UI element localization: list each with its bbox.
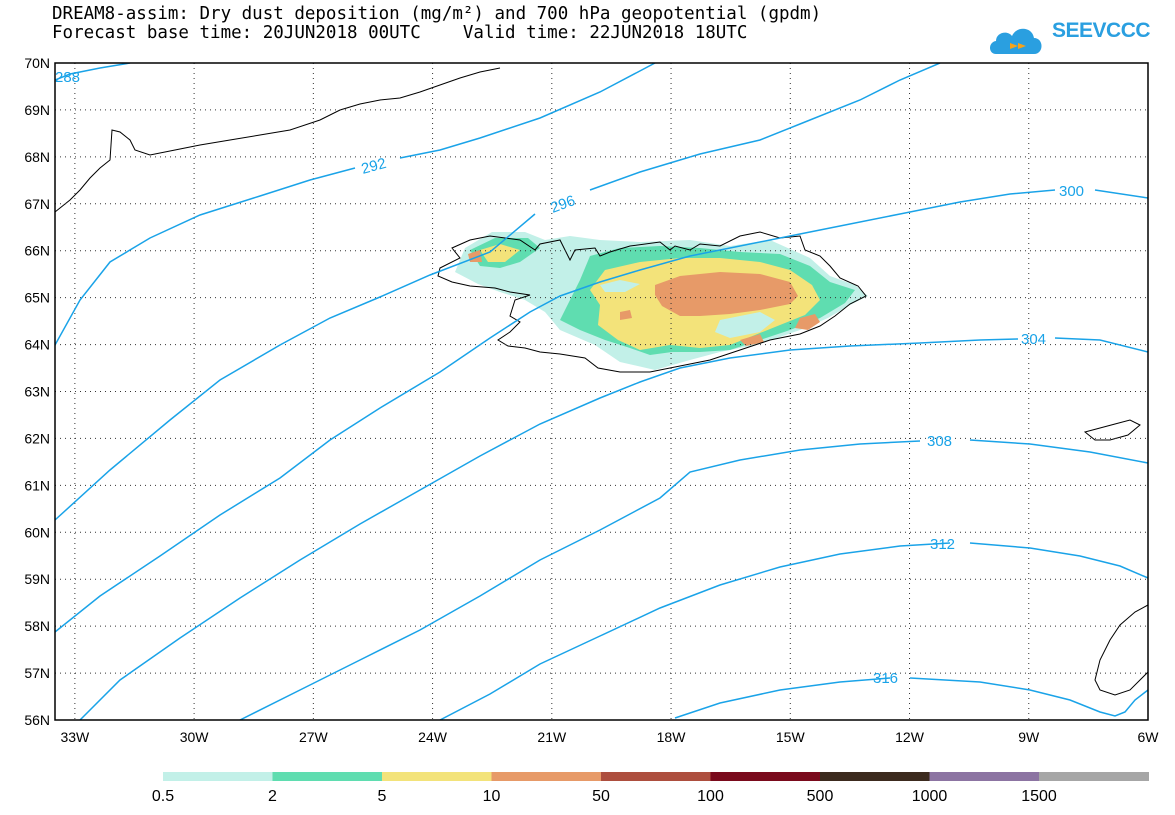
latitude-label: 70N <box>24 55 50 71</box>
latitude-labels: 70N 69N 68N 67N 66N 65N 64N 63N 62N 61N 60N 59N 58N 5… <box>24 55 50 728</box>
longitude-label: 27W <box>299 729 329 745</box>
contour-labels: 288 292 296 300 304 308 312 316 <box>55 69 1084 687</box>
colorbar-label: 1500 <box>1021 788 1057 805</box>
contour-label-292: 292 <box>359 155 388 178</box>
geopotential-contours <box>55 63 1148 720</box>
colorbar-swatch <box>272 772 383 781</box>
contour-line-296 <box>55 63 941 521</box>
latitude-label: 69N <box>24 102 50 118</box>
latitude-label: 64N <box>24 337 50 353</box>
latitude-label: 62N <box>24 430 50 446</box>
colorbar-swatch <box>1039 772 1149 781</box>
dust-deposition-field <box>455 232 868 370</box>
colorbar-label: 500 <box>807 788 834 805</box>
dust-level-10 <box>468 250 820 346</box>
contour-line-300 <box>55 189 1148 633</box>
contour-label-288: 288 <box>55 69 80 86</box>
latitude-label: 60N <box>24 524 50 540</box>
longitude-labels: 33W 30W 27W 24W 21W 18W 15W 12W 9W 6W <box>60 729 1159 745</box>
contour-label-304: 304 <box>1021 331 1046 348</box>
latitude-label: 61N <box>24 477 50 493</box>
longitude-label: 21W <box>537 729 567 745</box>
contour-label-300: 300 <box>1059 183 1084 200</box>
colorbar-label: 100 <box>697 788 724 805</box>
latitude-label: 67N <box>24 196 50 212</box>
contour-line-292 <box>55 63 656 346</box>
longitude-label: 9W <box>1018 729 1040 745</box>
colorbar-label: 2 <box>268 788 277 805</box>
colorbar-label: 50 <box>592 788 610 805</box>
cloud-icon <box>990 28 1042 54</box>
latitude-label: 68N <box>24 149 50 165</box>
longitude-label: 18W <box>657 729 687 745</box>
colorbar <box>163 772 1149 781</box>
longitude-label: 12W <box>895 729 925 745</box>
contour-label-312: 312 <box>930 536 955 553</box>
logo-text: SEEVCCC <box>1052 19 1151 42</box>
latitude-label: 57N <box>24 665 50 681</box>
colorbar-label: 10 <box>483 788 501 805</box>
colorbar-swatch <box>710 772 821 781</box>
colorbar-swatch <box>929 772 1040 781</box>
latitude-label: 58N <box>24 618 50 634</box>
dust-level-0-5-inner <box>600 280 775 338</box>
contour-line-316 <box>674 677 1148 719</box>
colorbar-swatch <box>382 772 492 781</box>
colorbar-label: 5 <box>378 788 387 805</box>
graticule <box>55 63 1148 720</box>
latitude-label: 59N <box>24 571 50 587</box>
colorbar-label: 0.5 <box>152 788 174 805</box>
contour-label-308: 308 <box>927 433 952 450</box>
map-title: DREAM8-assim: Dry dust deposition (mg/m²… <box>52 4 822 24</box>
latitude-label: 66N <box>24 243 50 259</box>
coastline <box>55 67 1148 696</box>
contour-line-304 <box>79 337 1148 720</box>
longitude-label: 6W <box>1138 729 1160 745</box>
map-subtitle: Forecast base time: 20JUN2018 00UTC Vali… <box>52 23 748 43</box>
scotland-coastline <box>1094 604 1148 696</box>
latitude-label: 65N <box>24 290 50 306</box>
contour-line-308 <box>239 439 1148 720</box>
map-frame <box>54 62 1149 721</box>
contour-line-312 <box>439 542 1148 720</box>
contour-line-288 <box>55 63 131 81</box>
colorbar-label: 1000 <box>912 788 948 805</box>
faroe-coastline <box>1083 419 1141 441</box>
colorbar-swatch <box>163 772 273 781</box>
latitude-label: 63N <box>24 384 50 400</box>
longitude-label: 30W <box>180 729 210 745</box>
longitude-label: 24W <box>418 729 448 745</box>
colorbar-swatch <box>601 772 711 781</box>
colorbar-swatch <box>491 772 602 781</box>
iceland-coastline <box>437 231 867 373</box>
longitude-label: 15W <box>776 729 806 745</box>
contour-label-296: 296 <box>548 192 577 217</box>
colorbar-swatch <box>820 772 930 781</box>
longitude-label: 33W <box>60 729 90 745</box>
latitude-label: 56N <box>24 712 50 728</box>
colorbar-labels: 0.5 2 5 10 50 100 500 1000 1500 <box>152 788 1057 805</box>
contour-label-316: 316 <box>873 670 898 687</box>
greenland-coastline <box>55 67 501 213</box>
